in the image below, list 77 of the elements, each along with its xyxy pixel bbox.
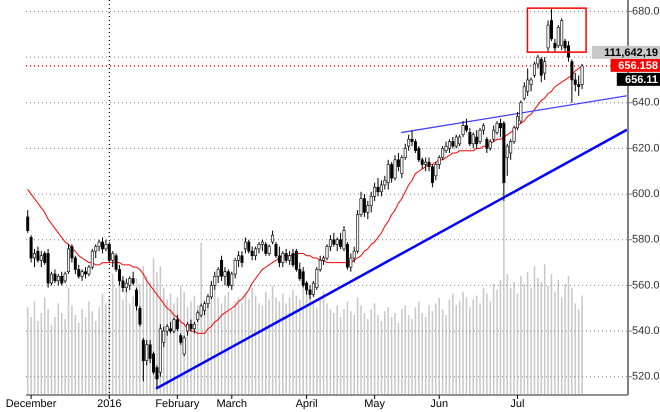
candlestick bbox=[36, 246, 40, 264]
x-tick-label: February bbox=[155, 398, 200, 410]
x-tick-label: Jun bbox=[430, 398, 448, 410]
candlestick bbox=[26, 210, 30, 234]
candlestick bbox=[451, 136, 454, 149]
y-tick-label: 560.0 bbox=[632, 279, 660, 292]
candlestick bbox=[264, 242, 268, 256]
candlestick bbox=[260, 239, 264, 252]
ref-line-label: 656.158 bbox=[618, 60, 658, 72]
annotation: 111,642,19 bbox=[604, 46, 658, 59]
y-tick-label: 580.0 bbox=[632, 234, 660, 246]
candlestick bbox=[530, 77, 533, 92]
candlestick bbox=[53, 268, 56, 284]
candlestick bbox=[394, 154, 397, 181]
candlestick bbox=[376, 178, 380, 197]
candlestick bbox=[543, 56, 546, 80]
x-tick-label: April bbox=[296, 398, 318, 410]
candlestick bbox=[40, 250, 43, 268]
candlestick bbox=[80, 268, 84, 282]
candlestick bbox=[570, 58, 574, 104]
candlestick bbox=[278, 246, 281, 268]
candlestick bbox=[362, 194, 366, 218]
candlestick bbox=[192, 321, 196, 334]
y-tick-label: 640.0 bbox=[632, 96, 660, 109]
candlestick bbox=[220, 255, 224, 282]
candlestick bbox=[386, 159, 390, 190]
candlestick bbox=[448, 138, 451, 154]
annotation: 656.11 bbox=[624, 74, 658, 86]
y-tick-label: 600.0 bbox=[632, 188, 660, 200]
candlestick bbox=[124, 278, 128, 293]
candlestick bbox=[475, 130, 478, 149]
y-tick-label: 620.0 bbox=[632, 142, 660, 154]
y-tick-label: 540.0 bbox=[632, 325, 660, 338]
candlestick bbox=[254, 246, 258, 261]
candlestick bbox=[240, 250, 244, 268]
candlestick bbox=[176, 314, 179, 332]
candlestick bbox=[145, 340, 148, 366]
x-tick-label: March bbox=[216, 398, 248, 410]
candlestick bbox=[288, 250, 292, 266]
candlestick bbox=[189, 319, 192, 332]
candlestick bbox=[128, 276, 132, 290]
candlestick bbox=[60, 271, 64, 286]
x-tick-label: 2016 bbox=[97, 398, 122, 410]
candlestick bbox=[339, 232, 342, 250]
candlestick bbox=[172, 316, 176, 334]
candlestick bbox=[182, 335, 186, 357]
y-tick-label: 520.0 bbox=[632, 370, 660, 383]
candlestick bbox=[226, 268, 230, 288]
candlestick bbox=[390, 162, 394, 184]
candlestick bbox=[332, 232, 336, 248]
candlestick bbox=[540, 56, 543, 83]
candlestick bbox=[186, 321, 190, 336]
candlestick bbox=[281, 250, 284, 268]
x-tick-label: December bbox=[6, 398, 57, 410]
candlestick bbox=[200, 303, 203, 318]
candlestick bbox=[284, 248, 288, 264]
candlestick bbox=[380, 180, 383, 197]
candlestick bbox=[424, 157, 428, 172]
candlestick bbox=[101, 236, 104, 254]
x-tick-label: May bbox=[364, 398, 386, 410]
candlestick bbox=[132, 271, 135, 286]
candlestick bbox=[308, 284, 312, 300]
candlestick bbox=[84, 266, 88, 280]
candlestick bbox=[268, 244, 271, 256]
candlestick bbox=[472, 132, 475, 149]
candlestick bbox=[169, 321, 172, 334]
x-tick-label: Jul bbox=[510, 398, 524, 410]
candlestick bbox=[56, 273, 60, 286]
candlestick bbox=[244, 236, 247, 254]
candlestick bbox=[526, 68, 530, 96]
candlestick bbox=[30, 234, 33, 264]
candlestick bbox=[485, 136, 488, 154]
y-tick-label: 680.0 bbox=[632, 5, 660, 18]
candlestick bbox=[478, 127, 482, 144]
candlestick bbox=[454, 134, 458, 149]
candlestick bbox=[336, 236, 339, 252]
candlestick bbox=[292, 248, 294, 268]
